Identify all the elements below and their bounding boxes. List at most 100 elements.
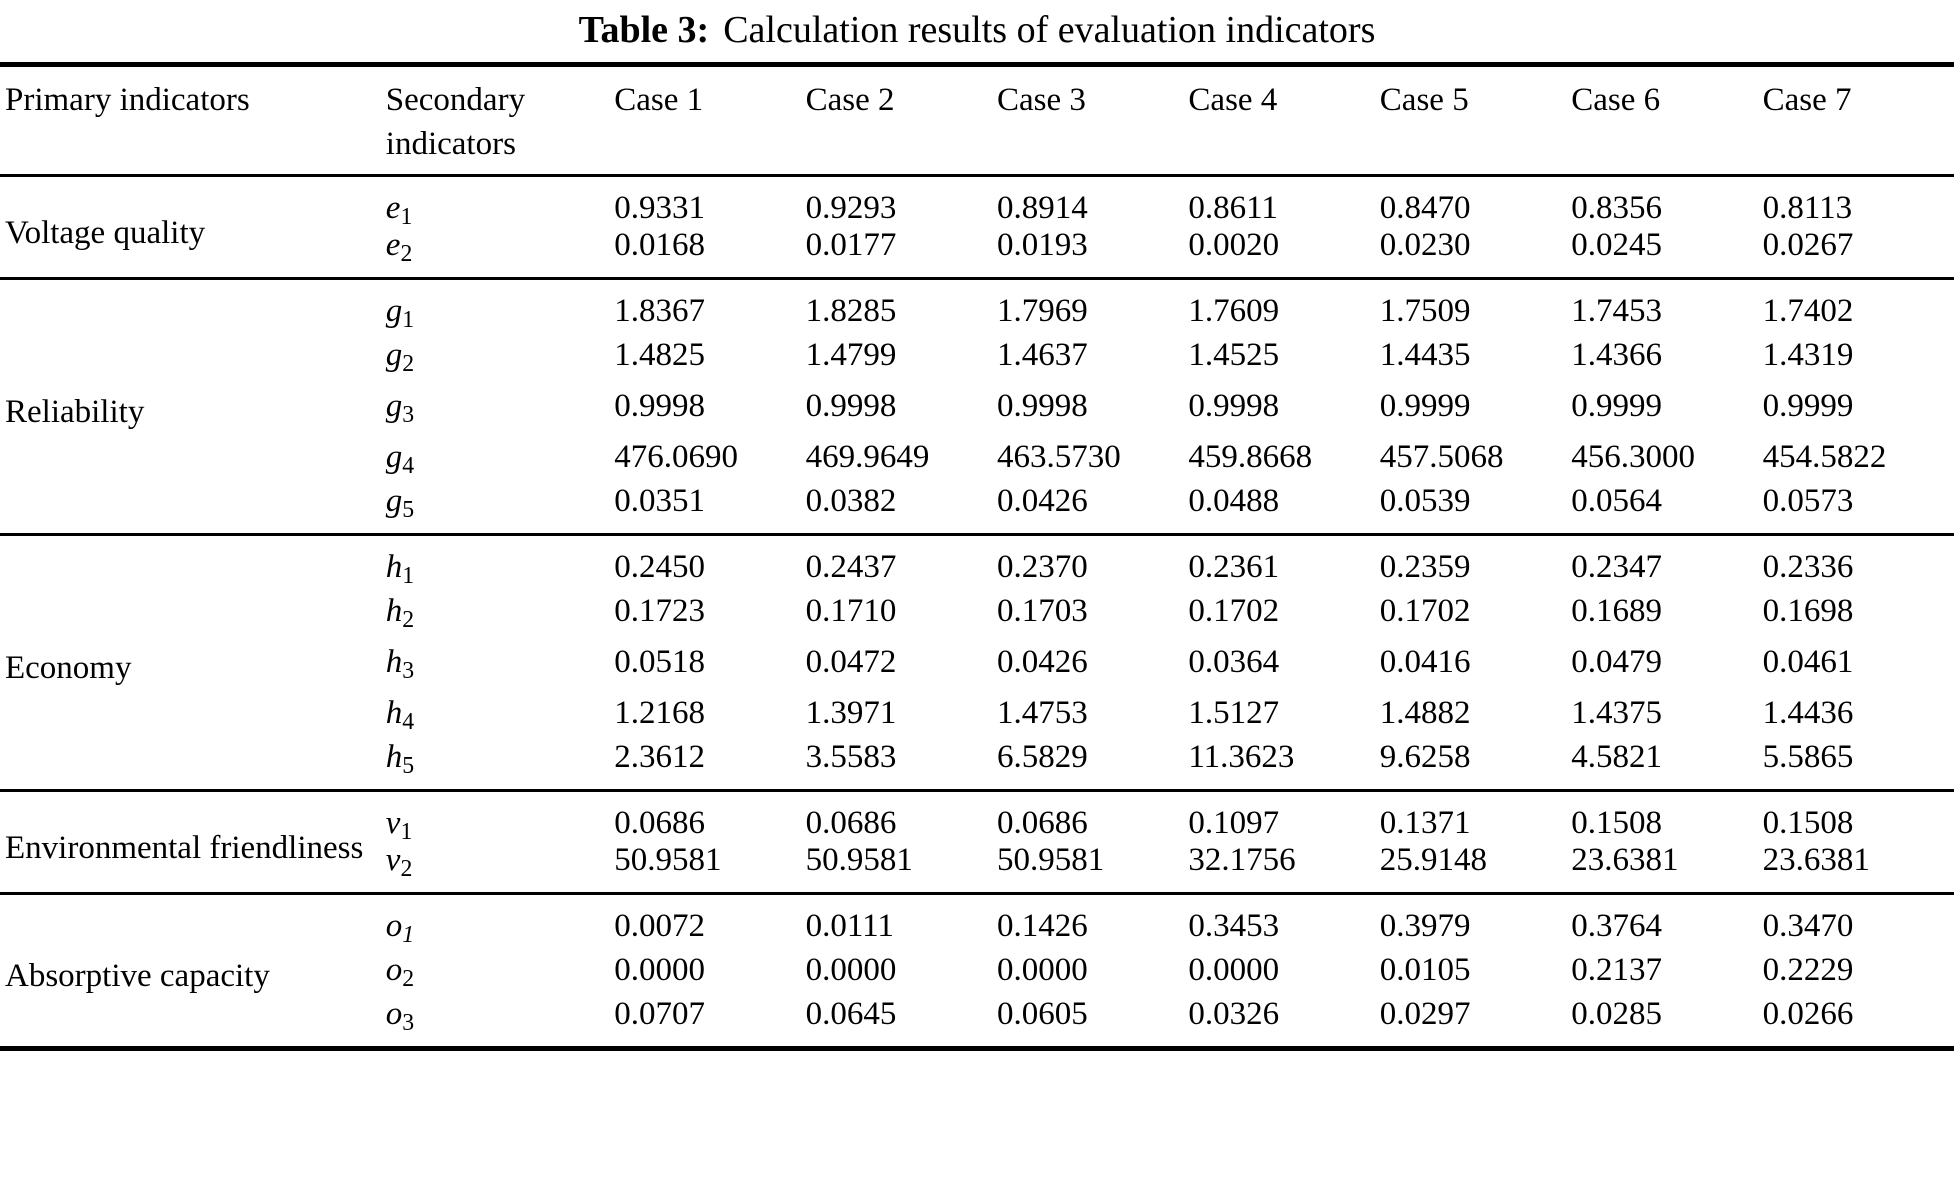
- table-row: Reliability g1 1.8367 1.8285 1.7969 1.7609 1.7…: [0, 279, 1954, 430]
- value-cell: 0.8470: [1379, 190, 1471, 227]
- value-cell: 0.2370: [997, 549, 1088, 586]
- table-row: h4 1.2168 1.3971 1.4753 1.5127 1.4882 1.4375 1.…: [0, 688, 1954, 739]
- value-cell: 469.9649: [805, 439, 930, 476]
- value-cell: 0.0472: [805, 644, 897, 681]
- value-cell: 0.1426: [997, 908, 1088, 945]
- table-row: Voltage quality e1 0.9331 0.9293 0.8914 0.861…: [0, 176, 1954, 251]
- col-header-case-1: Case 1: [614, 82, 704, 118]
- table-row: g3 0.9998 0.9998 0.9998 0.9998 0.9999 0.9999 0.…: [0, 381, 1954, 432]
- value-cell: 0.9998: [614, 388, 705, 425]
- value-cell: 1.4637: [997, 337, 1088, 374]
- table-header: Primary indicators Secondary indicators …: [0, 65, 1954, 176]
- value-cell: 0.0416: [1379, 644, 1471, 681]
- value-cell: 50.9581: [614, 842, 722, 879]
- value-cell: 0.1371: [1379, 805, 1471, 842]
- primary-indicator-label: Absorptive capacity: [5, 958, 270, 995]
- value-cell: 0.2361: [1188, 549, 1280, 586]
- value-cell: 0.0267: [1762, 227, 1854, 264]
- value-cell: 1.4825: [614, 337, 705, 374]
- value-cell: 1.7402: [1762, 293, 1854, 330]
- value-cell: 476.0690: [614, 439, 738, 476]
- value-cell: 50.9581: [997, 842, 1105, 879]
- secondary-indicator-label: o1: [385, 908, 415, 949]
- value-cell: 0.1508: [1571, 805, 1662, 842]
- value-cell: 0.3979: [1379, 908, 1471, 945]
- primary-indicator-label: Environmental friendliness: [5, 829, 364, 866]
- primary-indicator-label: Voltage quality: [5, 214, 206, 251]
- value-cell: 0.3764: [1571, 908, 1662, 945]
- col-header-case-6: Case 6: [1571, 82, 1661, 118]
- secondary-indicator-label: g2: [385, 337, 415, 378]
- col-header-case-4: Case 4: [1188, 82, 1278, 118]
- value-cell: 454.5822: [1762, 439, 1887, 476]
- value-cell: 0.8914: [997, 190, 1088, 227]
- secondary-indicator-label: o2: [385, 952, 415, 993]
- value-cell: 0.0564: [1571, 483, 1662, 520]
- secondary-indicator-label: g1: [385, 293, 415, 334]
- table-row: h2 0.1723 0.1710 0.1703 0.1702 0.1702 0.1689 0.…: [0, 586, 1954, 637]
- table-row: g4 476.0690 469.9649 463.5730 459.8668 457.50…: [0, 432, 1954, 483]
- secondary-indicator-label: h1: [385, 549, 415, 590]
- table-row: e2 0.0168 0.0177 0.0193 0.0020 0.0230 0.0245 0.…: [0, 227, 1954, 279]
- section-voltage-quality: Voltage quality e1 0.9331 0.9293 0.8914 0.861…: [0, 176, 1954, 279]
- value-cell: 0.1698: [1762, 593, 1854, 630]
- value-cell: 32.1756: [1188, 842, 1296, 879]
- table-caption-text: Calculation results of evaluation indica…: [723, 9, 1376, 51]
- value-cell: 1.4799: [805, 337, 897, 374]
- value-cell: 0.0111: [805, 908, 894, 945]
- table-caption-label: Table 3:: [578, 9, 710, 51]
- col-header-secondary-indicators: Secondary indicators: [386, 65, 614, 176]
- secondary-indicator-label: g4: [385, 439, 415, 480]
- value-cell: 0.0297: [1379, 996, 1471, 1033]
- value-cell: 4.5821: [1571, 739, 1662, 776]
- value-cell: 0.1703: [997, 593, 1088, 630]
- value-cell: 0.0326: [1188, 996, 1280, 1033]
- value-cell: 0.9998: [805, 388, 897, 425]
- value-cell: 1.4435: [1379, 337, 1471, 374]
- section-economy: Economy h1 0.2450 0.2437 0.2370 0.2361 0.2359 0…: [0, 534, 1954, 791]
- value-cell: 0.1508: [1762, 805, 1854, 842]
- value-cell: 1.8367: [614, 293, 705, 330]
- value-cell: 0.1702: [1188, 593, 1280, 630]
- value-cell: 0.2359: [1379, 549, 1471, 586]
- table-row: g5 0.0351 0.0382 0.0426 0.0488 0.0539 0.0564 0.…: [0, 483, 1954, 535]
- table-row: v2 50.9581 50.9581 50.9581 32.1756 25.9148 23.…: [0, 842, 1954, 894]
- col-header-case-2: Case 2: [805, 82, 895, 118]
- value-cell: 1.7509: [1379, 293, 1471, 330]
- primary-indicator-label: Reliability: [5, 394, 145, 431]
- value-cell: 0.0539: [1379, 483, 1471, 520]
- value-cell: 0.0168: [614, 227, 705, 264]
- value-cell: 1.4525: [1188, 337, 1280, 374]
- secondary-indicator-label: v1: [385, 805, 413, 846]
- value-cell: 1.5127: [1188, 695, 1280, 732]
- table-row: h5 2.3612 3.5583 6.5829 11.3623 9.6258 4.5821 5…: [0, 739, 1954, 791]
- secondary-indicator-label: h5: [385, 739, 415, 780]
- value-cell: 0.0364: [1188, 644, 1280, 681]
- results-table: Primary indicators Secondary indicators …: [0, 62, 1954, 1052]
- value-cell: 23.6381: [1762, 842, 1870, 879]
- value-cell: 1.4319: [1762, 337, 1854, 374]
- value-cell: 0.0518: [614, 644, 705, 681]
- value-cell: 463.5730: [997, 439, 1121, 476]
- col-header-case-5: Case 5: [1379, 82, 1469, 118]
- value-cell: 456.3000: [1571, 439, 1695, 476]
- value-cell: 0.2437: [805, 549, 897, 586]
- value-cell: 0.0105: [1379, 952, 1471, 989]
- value-cell: 0.0461: [1762, 644, 1854, 681]
- value-cell: 0.2229: [1762, 952, 1854, 989]
- value-cell: 0.9293: [805, 190, 897, 227]
- table-caption: Table 3: Calculation results of evaluatio…: [0, 0, 1954, 62]
- value-cell: 1.4882: [1379, 695, 1471, 732]
- secondary-indicator-label: g3: [385, 388, 415, 429]
- value-cell: 0.0686: [614, 805, 705, 842]
- value-cell: 0.0686: [997, 805, 1088, 842]
- value-cell: 0.3453: [1188, 908, 1280, 945]
- table-row: h3 0.0518 0.0472 0.0426 0.0364 0.0416 0.0479 0.…: [0, 637, 1954, 688]
- value-cell: 50.9581: [805, 842, 913, 879]
- value-cell: 0.1689: [1571, 593, 1662, 630]
- value-cell: 0.0000: [1188, 952, 1280, 989]
- value-cell: 11.3623: [1188, 739, 1295, 776]
- value-cell: 0.1097: [1188, 805, 1280, 842]
- value-cell: 0.2347: [1571, 549, 1662, 586]
- value-cell: 0.0686: [805, 805, 897, 842]
